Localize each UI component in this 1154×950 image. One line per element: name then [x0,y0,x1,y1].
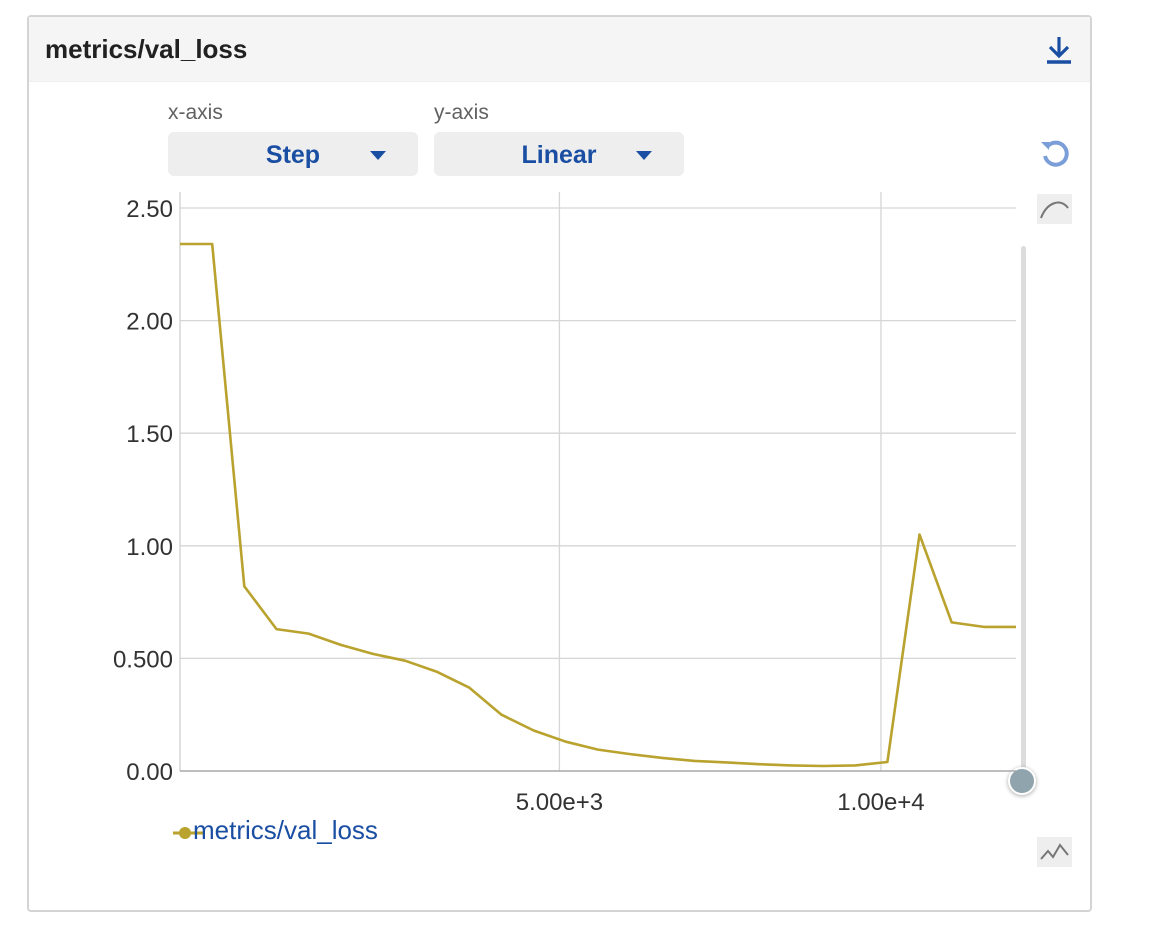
card-header: metrics/val_loss [29,17,1090,82]
chevron-down-icon [636,151,652,160]
x-axis-label: x-axis [168,101,223,124]
x-axis-select-value: Step [265,141,321,169]
smoothing-slider-thumb[interactable] [1008,767,1036,795]
y-axis-select[interactable]: Linear [434,132,684,176]
legend-label: metrics/val_loss [193,815,378,845]
smoothing-curve-icon[interactable] [1037,194,1072,224]
legend-marker [173,827,203,839]
reset-zoom-icon[interactable] [1037,135,1073,171]
y-axis-label: y-axis [434,101,489,124]
download-icon[interactable] [1042,33,1076,67]
raw-line-icon[interactable] [1037,837,1072,867]
x-axis-select[interactable]: Step [168,132,418,176]
smoothing-slider-track[interactable] [1021,246,1026,786]
y-axis-select-value: Linear [521,141,597,169]
chevron-down-icon [370,151,386,160]
card-title: metrics/val_loss [45,34,248,64]
